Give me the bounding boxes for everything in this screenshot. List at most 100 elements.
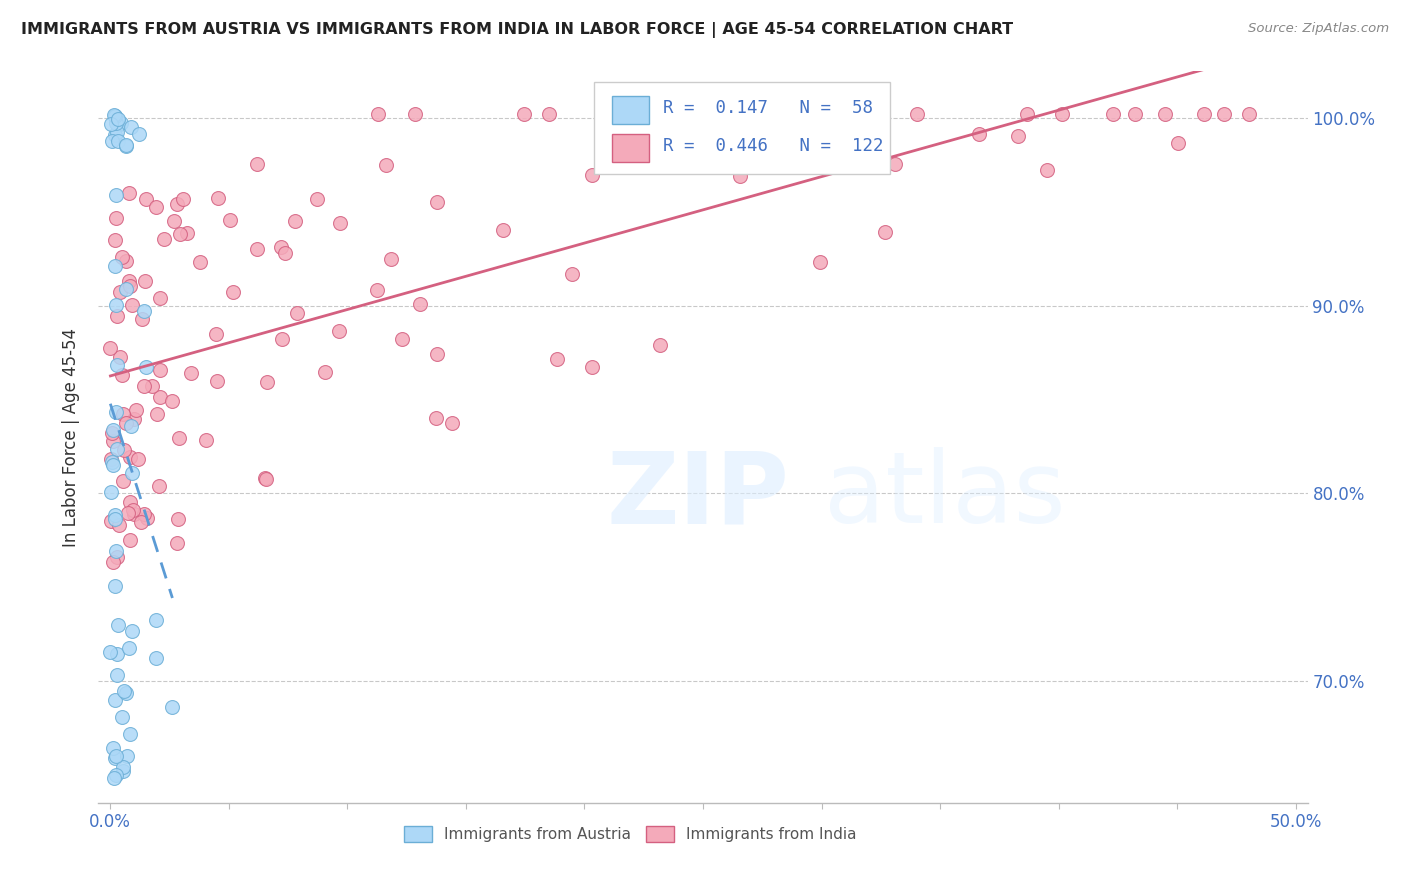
Point: [104, 109, 127, 123]
Point: [122, 508, 145, 522]
Text: IMMIGRANTS FROM AUSTRIA VS IMMIGRANTS FROM INDIA IN LABOR FORCE | AGE 45-54 CORR: IMMIGRANTS FROM AUSTRIA VS IMMIGRANTS FR…: [21, 22, 1014, 38]
Point: [1154, 107, 1177, 121]
Point: [270, 240, 292, 254]
Point: [328, 324, 350, 338]
Point: [105, 405, 128, 419]
Text: ZIP: ZIP: [606, 447, 789, 544]
Text: R =  0.446   N =  122: R = 0.446 N = 122: [664, 136, 883, 154]
Point: [105, 358, 128, 372]
Point: [1102, 107, 1125, 121]
Point: [104, 211, 127, 226]
Point: [366, 284, 388, 298]
Point: [145, 614, 167, 628]
Point: [104, 693, 127, 707]
Legend: Immigrants from Austria, Immigrants from India: Immigrants from Austria, Immigrants from…: [396, 819, 865, 850]
Point: [391, 332, 413, 346]
Point: [120, 727, 142, 741]
Point: [441, 417, 464, 431]
Point: [103, 772, 125, 786]
Point: [101, 426, 124, 441]
Point: [108, 350, 131, 364]
Point: [107, 135, 129, 149]
Bar: [613, 134, 648, 161]
Point: [883, 157, 905, 171]
Point: [219, 213, 242, 227]
Point: [101, 135, 124, 149]
Point: [728, 169, 751, 184]
Point: [162, 214, 184, 228]
Point: [117, 749, 139, 764]
Point: [115, 686, 138, 700]
Point: [118, 640, 141, 655]
Point: [134, 304, 156, 318]
Point: [149, 291, 172, 305]
Point: [104, 543, 127, 558]
Point: [132, 379, 155, 393]
Point: [408, 297, 430, 311]
Point: [120, 120, 142, 135]
Point: [121, 297, 143, 311]
Point: [426, 347, 449, 361]
Point: [546, 352, 568, 367]
Point: [104, 767, 127, 781]
Point: [128, 128, 150, 142]
Text: atlas: atlas: [824, 447, 1066, 544]
Point: [107, 618, 129, 632]
Point: [134, 274, 156, 288]
Point: [105, 125, 128, 139]
Point: [1192, 107, 1215, 121]
Point: [103, 423, 125, 437]
Point: [105, 116, 128, 130]
Point: [105, 668, 128, 682]
Point: [115, 138, 138, 153]
Point: [104, 508, 127, 522]
Point: [513, 107, 536, 121]
Point: [105, 550, 128, 565]
Point: [1035, 162, 1057, 177]
Point: [1123, 107, 1146, 121]
Point: [329, 216, 352, 230]
Point: [167, 431, 190, 445]
Point: [246, 157, 269, 171]
Point: [425, 410, 447, 425]
Point: [117, 506, 139, 520]
Point: [207, 191, 229, 205]
FancyBboxPatch shape: [595, 82, 890, 174]
Point: [180, 366, 202, 380]
Point: [98, 645, 121, 659]
Point: [685, 107, 707, 121]
Point: [426, 195, 449, 210]
Point: [254, 472, 277, 486]
Point: [114, 282, 136, 296]
Point: [735, 107, 758, 121]
Point: [169, 227, 191, 241]
Point: [1050, 107, 1073, 121]
Point: [107, 112, 129, 126]
Text: R =  0.147   N =  58: R = 0.147 N = 58: [664, 99, 873, 117]
Point: [104, 512, 127, 526]
Point: [148, 478, 170, 492]
Point: [145, 651, 167, 665]
Point: [111, 407, 134, 421]
Point: [561, 267, 583, 281]
Point: [103, 108, 125, 122]
Point: [108, 285, 131, 299]
Point: [374, 158, 396, 172]
Point: [112, 443, 135, 458]
Point: [104, 751, 127, 765]
Point: [118, 495, 141, 509]
Point: [253, 471, 276, 485]
Point: [131, 312, 153, 326]
Point: [380, 252, 402, 266]
Point: [135, 192, 157, 206]
Point: [107, 114, 129, 128]
Point: [104, 579, 127, 593]
Text: Source: ZipAtlas.com: Source: ZipAtlas.com: [1249, 22, 1389, 36]
Point: [101, 458, 124, 473]
Point: [145, 407, 167, 421]
Y-axis label: In Labor Force | Age 45-54: In Labor Force | Age 45-54: [62, 327, 80, 547]
Point: [105, 309, 128, 323]
Point: [104, 260, 127, 274]
Point: [307, 193, 329, 207]
Point: [404, 107, 426, 121]
